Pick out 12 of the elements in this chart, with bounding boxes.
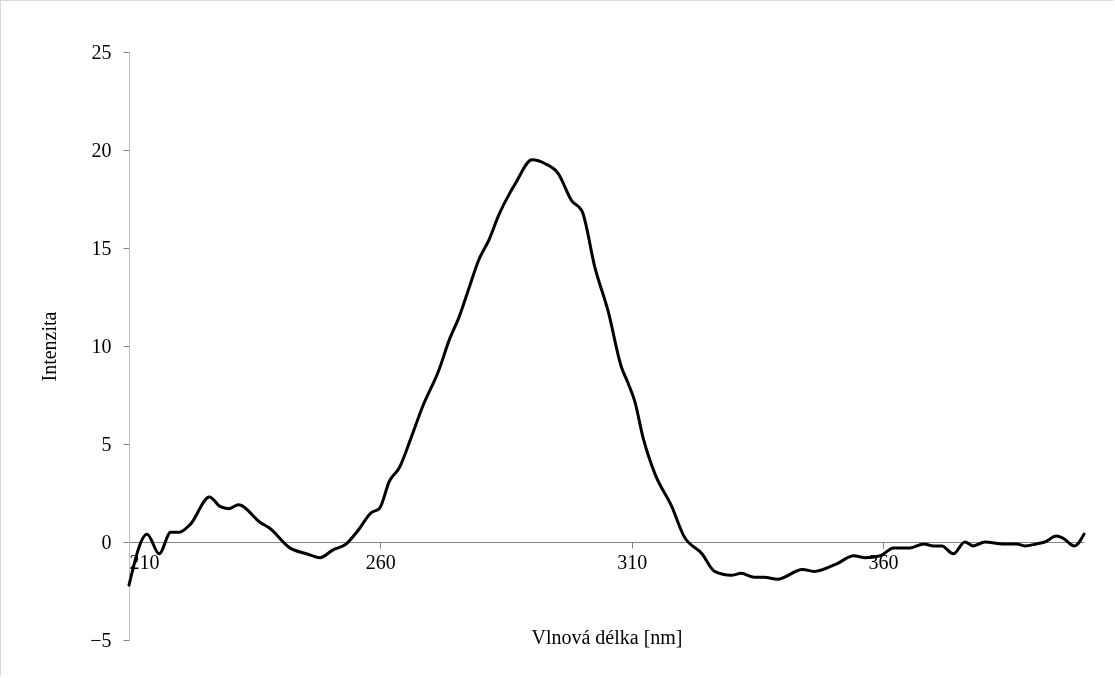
x-axis-title: Vlnová délka [nm]: [531, 625, 683, 648]
y-tick-label: 0: [101, 530, 112, 553]
y-tick-label: 15: [91, 236, 112, 259]
y-tick-label: 5: [101, 432, 112, 455]
y-tick-label: 20: [91, 138, 112, 161]
line-series: [127, 158, 1086, 587]
y-tick-label: 25: [91, 40, 112, 63]
y-axis-title: Intenzita: [38, 311, 61, 382]
x-tick-label: 260: [365, 550, 396, 573]
y-tick-label: −5: [90, 628, 112, 651]
x-tick-label: 310: [617, 550, 648, 573]
y-tick-label: 10: [91, 334, 112, 357]
